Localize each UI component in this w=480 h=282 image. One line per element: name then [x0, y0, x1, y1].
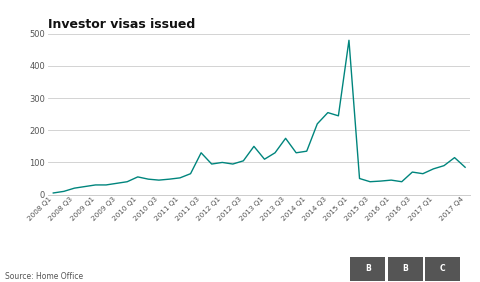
Text: Source: Home Office: Source: Home Office — [5, 272, 83, 281]
Text: B: B — [403, 264, 408, 273]
Text: Investor visas issued: Investor visas issued — [48, 18, 195, 31]
Text: C: C — [440, 264, 445, 273]
Text: B: B — [365, 264, 371, 273]
